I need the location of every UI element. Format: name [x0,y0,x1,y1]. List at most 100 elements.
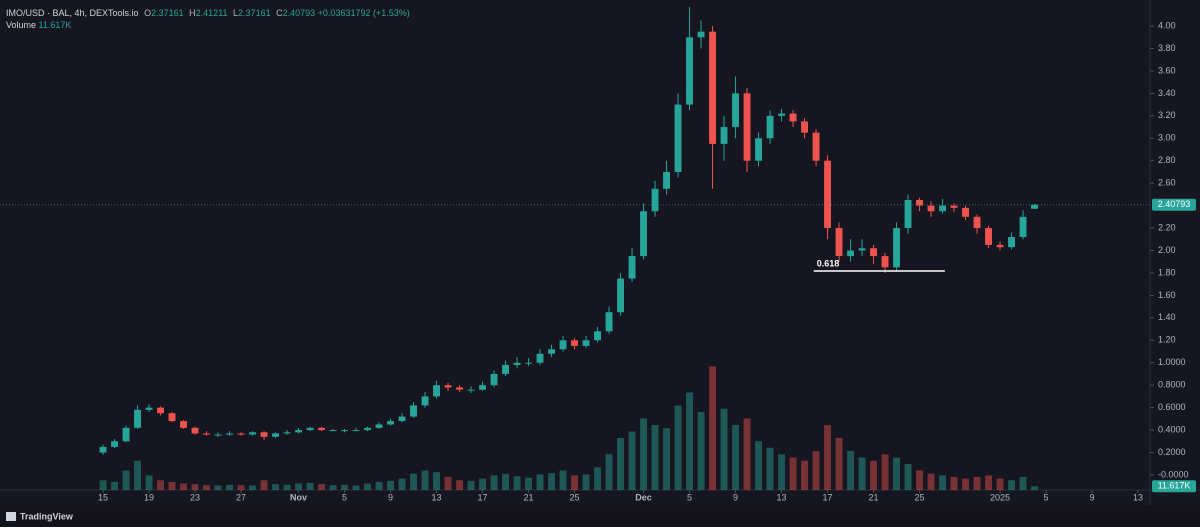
candle-body [99,446,107,453]
candle-body [870,248,877,257]
volume-bar [490,475,498,490]
volume-bar [674,405,682,490]
candle-body [1019,216,1027,238]
volume-bar [824,425,831,490]
y-tick-label: -0.0000 [1158,469,1189,479]
candle-body [548,349,555,354]
volume-bar [318,484,325,490]
candle-body [536,353,544,363]
candle-body [513,362,521,365]
legend-row: Volume 11.617K [6,19,410,31]
candle-body [755,138,762,161]
l-value: 2.37161 [238,8,271,18]
candle-body [571,340,578,346]
y-tick-label: 2.00 [1158,245,1176,255]
candle-body [893,228,900,268]
volume-bar [364,483,371,490]
candle-body [789,113,797,122]
candle-body [237,433,245,435]
volume-bar [410,473,417,490]
volume-bar [858,457,866,490]
volume-bar [686,392,693,490]
candle-body [283,432,291,434]
candle-body [962,207,969,217]
volume-bar [847,451,854,490]
volume-bar [559,470,567,490]
volume-bar [640,418,647,490]
candle-body [191,427,199,434]
candle-body [145,407,153,410]
volume-bar [122,470,130,490]
candle-body [720,127,728,144]
volume-bar [467,480,475,490]
volume-bar [605,454,613,490]
volume-bar [398,478,406,490]
volume-bar [571,475,578,490]
legend: IMO/USD · BAL, 4h, DEXTools.io O2.37161 … [6,7,410,31]
candle-body [628,256,636,279]
o-value: 2.37161 [151,8,184,18]
y-tick-label: 1.0000 [1158,357,1186,367]
volume-bar [628,431,636,490]
h-key: H [189,8,196,18]
x-tick-label: 15 [98,492,108,502]
volume-bar [720,408,728,490]
candle-body [456,387,463,390]
candle-body [858,248,866,251]
candle-body [743,93,751,161]
candle-body [387,421,394,425]
volume-bar [295,483,302,490]
volume-bar [697,412,705,490]
volume-bar [962,478,969,490]
volume-bar [99,480,107,490]
volume-bar [525,477,532,490]
candle-body [168,413,176,422]
volume-bar [985,475,992,490]
candle-body [1008,237,1015,248]
volume-bar [387,480,394,490]
y-tick-label: 0.2000 [1158,447,1186,457]
volume-bar [766,447,774,490]
y-tick-label: 0.6000 [1158,402,1186,412]
candle-body [479,385,486,390]
volume-bar [950,477,958,490]
volume-bar [145,475,153,490]
y-tick-label: 3.00 [1158,133,1176,143]
volume-bar [479,478,486,490]
volume-title: Volume [6,20,37,30]
candle-body [272,433,279,437]
candle-body [134,409,141,428]
symbol: IMO/USD · BAL, 4h, DEXTools.io [6,8,139,18]
y-tick-label: 1.40 [1158,312,1176,322]
x-tick-label: 9 [388,492,393,502]
candle-body [226,433,233,435]
volume-bar [341,484,348,490]
candle-body [605,312,613,332]
x-tick-label: 9 [1090,492,1095,502]
volume-bar [502,473,509,490]
x-tick-label: 13 [777,492,787,502]
brand-logo [6,512,16,521]
x-tick-label: 27 [236,492,246,502]
volume-bar [996,478,1004,490]
volume-bar [214,485,222,490]
candle-body [582,340,590,346]
candle-body [364,427,371,431]
volume-bar [881,454,889,490]
volume-bar [709,366,716,490]
change: +0.03631792 (+1.53%) [317,8,410,18]
volume-bar [582,474,590,490]
x-tick-label: 9 [733,492,738,502]
candle-body [927,205,935,212]
candle-body [835,228,843,257]
candle-body [329,430,337,432]
candle-body [306,427,314,431]
volume-bar [1008,480,1015,490]
candle-body [847,250,854,257]
y-tick-label: 2.80 [1158,155,1176,165]
volume-bar [283,484,291,490]
x-tick-label: 17 [823,492,833,502]
y-tick-label: 3.40 [1158,88,1176,98]
volume-bar [249,485,256,490]
